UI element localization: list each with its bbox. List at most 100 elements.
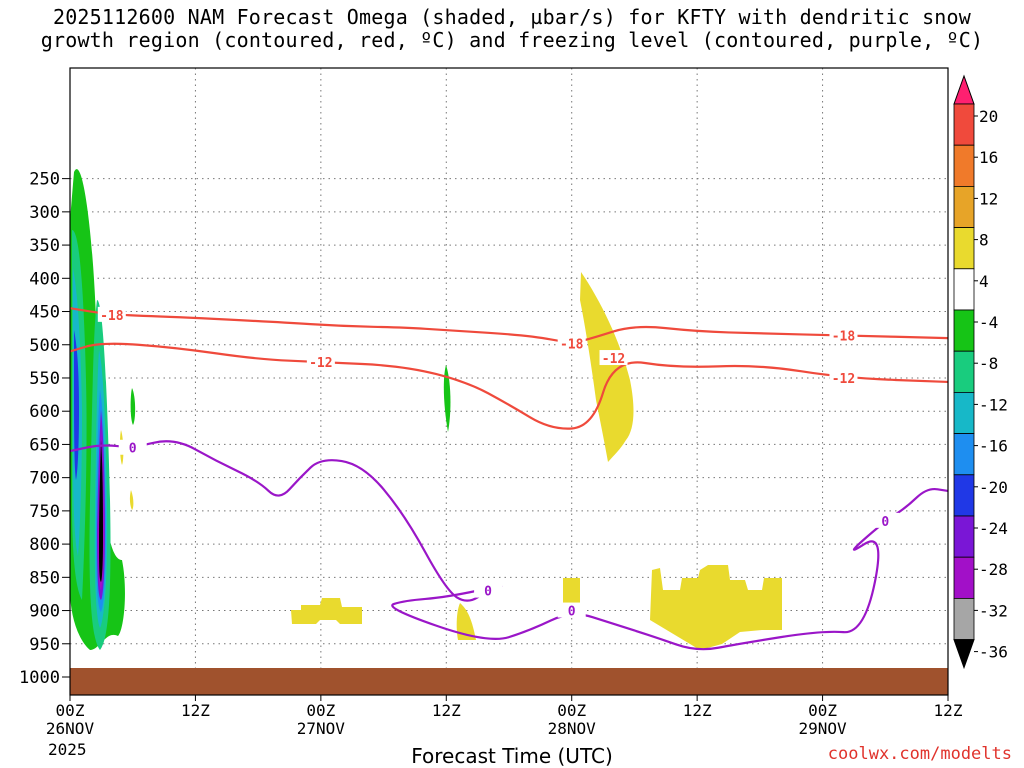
- y-tick-label-400: 400: [29, 269, 60, 289]
- contour-minus18-label-1: -18: [560, 337, 584, 352]
- colorbar-swatch-11: [953, 515, 975, 558]
- contour-minus18-label-2: -18: [832, 329, 856, 344]
- omega-sink-29nov-low: [650, 565, 782, 650]
- contour-minus18-label-bg-1: [557, 335, 586, 351]
- omega-sink-28nov: [580, 272, 634, 462]
- colorbar-label-10: -24: [979, 519, 1008, 538]
- omega-sink-12z-low: [456, 603, 476, 640]
- chart-title-line-2: growth region (contoured, red, ºC) and f…: [40, 28, 984, 52]
- colorbar-swatch-9: [953, 433, 975, 476]
- y-tick-label-300: 300: [29, 203, 60, 223]
- y-tick-label-750: 750: [29, 502, 60, 522]
- colorbar-swatch-6: [953, 309, 975, 352]
- colorbar-label-6: -8: [979, 354, 998, 373]
- x-tick-label-84: 12Z: [934, 701, 963, 720]
- x-tick-label-0: 00Z: [56, 701, 85, 720]
- omega-sink-27nov-low: [291, 598, 362, 624]
- omega-cell-small-green: [130, 388, 136, 425]
- y-tick-label-1000: 1000: [19, 668, 60, 688]
- x-tick-date-48: 28NOV: [548, 719, 597, 738]
- colorbar-swatch-4: [953, 227, 975, 270]
- colorbar-swatch-2: [953, 144, 975, 187]
- contour-minus12-label-bg-0: [306, 354, 335, 370]
- x-tick-date-72: 29NOV: [798, 719, 847, 738]
- y-tick-label-550: 550: [29, 369, 60, 389]
- colorbar-swatch-8: [953, 391, 975, 434]
- y-tick-label-450: 450: [29, 303, 60, 323]
- plot-frame: [69, 67, 949, 696]
- chart-title: 2025112600 NAM Forecast Omega (shaded, µ…: [0, 6, 1024, 52]
- contour-minus12-label-2: -12: [832, 372, 855, 387]
- y-tick-label-800: 800: [29, 535, 60, 555]
- omega-cell-blue: [74, 330, 79, 480]
- chart-title-line-1: 2025112600 NAM Forecast Omega (shaded, µ…: [52, 5, 972, 29]
- omega-core-black: [99, 440, 103, 582]
- contour-minus12-label-0: -12: [309, 356, 332, 371]
- contour-minus12-label-bg-1: [599, 350, 628, 366]
- colorbar-label-8: -16: [979, 437, 1008, 456]
- y-tick-label-250: 250: [29, 170, 60, 190]
- contour-freezing-0-line: [69, 440, 949, 651]
- omega-sink-small-2: [129, 490, 134, 510]
- contour-minus18-label-bg-0: [97, 306, 126, 322]
- contour-freezing-0-label-2: 0: [568, 605, 576, 620]
- x-tick-label-48: 00Z: [557, 701, 586, 720]
- credit-link[interactable]: coolwx.com/modelts: [827, 744, 1012, 764]
- colorbar-label-12: -32: [979, 601, 1008, 620]
- colorbar-label-4: 4: [979, 272, 989, 291]
- y-tick-label-850: 850: [29, 568, 60, 588]
- omega-cell-green-12z: [443, 365, 451, 432]
- x-tick-label-24: 00Z: [306, 701, 335, 720]
- colorbar-swatch-1: [953, 103, 975, 146]
- contour-minus18-line: [69, 307, 949, 343]
- colorbar: 20 16 12 8 4 -4 -8 -12 -16 -20 -24 -28 -32 -36: [953, 74, 1008, 670]
- y-tick-label-650: 650: [29, 435, 60, 455]
- x-tick-label-12: 12Z: [181, 701, 210, 720]
- contour-freezing-0-label-1: 0: [484, 585, 492, 600]
- colorbar-label-11: -28: [979, 560, 1008, 579]
- colorbar-label-3: 8: [979, 231, 989, 250]
- contour-freezing-0-label-0: 0: [129, 442, 137, 457]
- colorbar-top-arrow: [953, 74, 975, 105]
- contour-freezing-0-label-3: 0: [881, 515, 889, 530]
- plot-area: -18 -18 -18 -12 -12 -12 0 0 0 0: [69, 67, 949, 696]
- colorbar-swatch-5: [953, 268, 975, 311]
- colorbar-swatch-7: [953, 350, 975, 393]
- contour-minus18-label-0: -18: [100, 309, 124, 324]
- plot-background: [70, 68, 948, 695]
- colorbar-swatch-13: [953, 598, 975, 641]
- contour-minus18-label-bg-2: [829, 327, 858, 343]
- x-axis-title: Forecast Time (UTC): [411, 744, 613, 768]
- x-tick-label-60: 12Z: [683, 701, 712, 720]
- y-tick-label-350: 350: [29, 236, 60, 256]
- year-label: 2025: [48, 740, 87, 759]
- x-tick-date-24: 27NOV: [297, 719, 346, 738]
- y-axis: 250 300 350 400 450 500 550 600 650 700 750 800 850 9…: [19, 170, 70, 688]
- contour-freezing-0-label-bg-2: [557, 602, 586, 618]
- contour-freezing-0-label-bg-0: [118, 439, 147, 455]
- colorbar-label-1: 16: [979, 148, 998, 167]
- y-tick-label-500: 500: [29, 336, 60, 356]
- x-tick-label-72: 00Z: [808, 701, 837, 720]
- contour-lines: -18 -18 -18 -12 -12 -12 0 0 0 0: [69, 306, 949, 651]
- colorbar-label-7: -12: [979, 395, 1008, 414]
- ground-surface: [70, 668, 948, 695]
- colorbar-swatch-12: [953, 556, 975, 599]
- x-tick-label-36: 12Z: [432, 701, 461, 720]
- colorbar-label-2: 12: [979, 189, 998, 208]
- contour-freezing-0-label-bg-3: [871, 512, 900, 528]
- contour-minus12-label-bg-2: [829, 369, 858, 385]
- colorbar-swatch-10: [953, 474, 975, 517]
- colorbar-swatch-3: [953, 185, 975, 228]
- y-tick-label-600: 600: [29, 402, 60, 422]
- y-tick-label-950: 950: [29, 635, 60, 655]
- omega-sink-28nov-low: [563, 578, 580, 604]
- contour-freezing-0-label-bg-1: [474, 582, 503, 598]
- colorbar-label-13: -36: [979, 643, 1008, 662]
- x-tick-date-0: 26NOV: [46, 719, 95, 738]
- y-tick-label-700: 700: [29, 469, 60, 489]
- y-tick-label-900: 900: [29, 602, 60, 622]
- colorbar-label-5: -4: [979, 313, 998, 332]
